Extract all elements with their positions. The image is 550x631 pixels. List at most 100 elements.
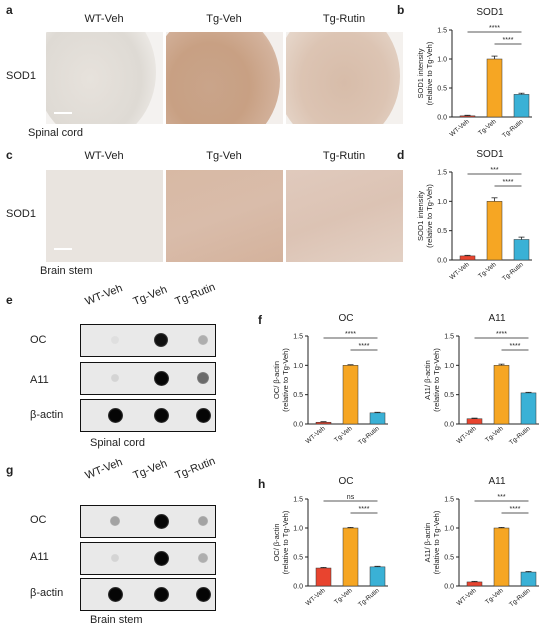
y-tick-label: 0.5 xyxy=(293,555,303,562)
y-tick-label: 0.5 xyxy=(444,555,454,562)
panel-letter-a: a xyxy=(6,3,13,17)
panel-letter-e: e xyxy=(6,293,13,307)
x-tick-label: Tg-Veh xyxy=(477,118,498,137)
x-tick-label: WT-Veh xyxy=(305,587,328,607)
group-header-tg-rutin: Tg-Rutin xyxy=(322,150,366,162)
significance-label: **** xyxy=(359,343,370,350)
blot-dot xyxy=(153,407,169,423)
bar xyxy=(342,527,359,587)
blot-dot xyxy=(197,515,209,527)
y-axis-label-sub: (relative to Tg-Veh) xyxy=(281,510,290,574)
blot-dot xyxy=(153,513,169,529)
bar xyxy=(493,365,510,425)
group-header-wt-veh: WT-Veh xyxy=(84,150,124,162)
x-tick-label: WT-Veh xyxy=(449,118,472,138)
x-tick-label: WT-Veh xyxy=(449,261,472,281)
y-tick-label: 1.0 xyxy=(293,363,303,370)
significance-label: **** xyxy=(510,506,521,513)
blot-strip-oc xyxy=(80,505,216,538)
bar xyxy=(520,392,537,425)
y-axis-label: A11/ β-actin xyxy=(423,360,432,400)
significance-label: ns xyxy=(347,494,355,501)
y-tick-label: 1.5 xyxy=(437,170,447,177)
blot-strip-beta-actin xyxy=(80,399,216,432)
x-tick-label: Tg-Rutin xyxy=(357,587,381,609)
panel-letter-c: c xyxy=(6,148,13,162)
bar xyxy=(466,581,483,587)
bar xyxy=(459,255,476,261)
x-tick-label: WT-Veh xyxy=(456,587,479,607)
y-tick-label: 0.0 xyxy=(293,422,303,429)
y-tick-label: 0.0 xyxy=(437,258,447,265)
y-tick-label: 1.5 xyxy=(444,497,454,504)
panel-letter-h: h xyxy=(258,477,266,491)
significance-label: *** xyxy=(497,494,505,501)
ihc-image-tg-rutin-spinal xyxy=(286,32,403,124)
y-tick-label: 1.5 xyxy=(293,497,303,504)
bar xyxy=(493,527,510,587)
y-tick-label: 1.5 xyxy=(437,28,447,35)
y-tick-label: 1.0 xyxy=(444,363,454,370)
chart-title: OC xyxy=(339,313,354,324)
blot-dot xyxy=(110,553,120,563)
tissue-label-brainstem: Brain stem xyxy=(40,265,93,277)
blot-row-label-beta-actin: β-actin xyxy=(30,587,64,599)
x-tick-label: Tg-Rutin xyxy=(508,587,532,609)
significance-label: *** xyxy=(490,167,498,174)
bar xyxy=(486,201,503,261)
bar xyxy=(513,94,530,118)
significance-label: **** xyxy=(496,331,507,338)
y-tick-label: 0.5 xyxy=(437,86,447,93)
group-header-tg-rutin: Tg-Rutin xyxy=(322,13,366,25)
x-tick-label: Tg-Rutin xyxy=(501,261,525,283)
blot-row-label-a11: A11 xyxy=(30,374,49,386)
blot-row-label-oc: OC xyxy=(30,334,47,346)
blot-dot xyxy=(153,332,169,348)
y-tick-label: 0.0 xyxy=(444,422,454,429)
x-tick-label: WT-Veh xyxy=(305,425,328,445)
bar xyxy=(486,58,503,118)
x-tick-label: WT-Veh xyxy=(456,425,479,445)
row-label-sod1: SOD1 xyxy=(6,208,36,220)
y-tick-label: 0.0 xyxy=(293,584,303,591)
y-tick-label: 1.5 xyxy=(444,334,454,341)
y-axis-label-sub: (relative to Tg-Veh) xyxy=(425,184,434,248)
blot-dot xyxy=(111,336,119,344)
significance-label: **** xyxy=(489,25,500,32)
significance-label: **** xyxy=(503,37,514,44)
chart-title: A11 xyxy=(488,313,505,324)
group-header-wt-veh: WT-Veh xyxy=(84,13,124,25)
y-axis-label: SOD1 intensity xyxy=(416,191,425,241)
y-axis-label: OC/ β-actin xyxy=(272,523,281,561)
ihc-image-wt-veh-spinal xyxy=(46,32,163,124)
chart-title: SOD1 xyxy=(476,7,504,18)
tissue-label-spinal: Spinal cord xyxy=(90,437,146,449)
bar xyxy=(459,115,476,118)
significance-label: **** xyxy=(345,331,356,338)
blot-row-label-a11: A11 xyxy=(30,551,49,563)
y-tick-label: 0.0 xyxy=(444,584,454,591)
ihc-image-tg-veh-brainstem xyxy=(166,170,283,262)
group-header-tg-veh: Tg-Veh xyxy=(206,13,242,25)
bar xyxy=(369,412,386,425)
y-axis-label-sub: (relative to Tg-Veh) xyxy=(281,348,290,412)
x-tick-label: Tg-Rutin xyxy=(357,425,381,447)
blot-dot xyxy=(196,371,210,385)
ihc-image-wt-veh-brainstem xyxy=(46,170,163,262)
blot-dot xyxy=(153,550,169,566)
y-tick-label: 0.0 xyxy=(437,115,447,122)
ihc-image-tg-veh-spinal xyxy=(166,32,283,124)
scale-bar xyxy=(54,112,72,114)
tissue-label-brainstem: Brain stem xyxy=(90,614,143,626)
ihc-image-tg-rutin-brainstem xyxy=(286,170,403,262)
bar xyxy=(520,571,537,587)
bar xyxy=(315,421,332,425)
blot-strip-oc xyxy=(80,324,216,357)
chart-title: OC xyxy=(339,476,354,487)
blot-strip-a11 xyxy=(80,362,216,395)
y-axis-label-sub: (relative to Tg-Veh) xyxy=(432,348,441,412)
blot-dot xyxy=(107,586,123,602)
blot-strip-beta-actin xyxy=(80,578,216,611)
scale-bar xyxy=(54,248,72,250)
bar xyxy=(466,418,483,425)
